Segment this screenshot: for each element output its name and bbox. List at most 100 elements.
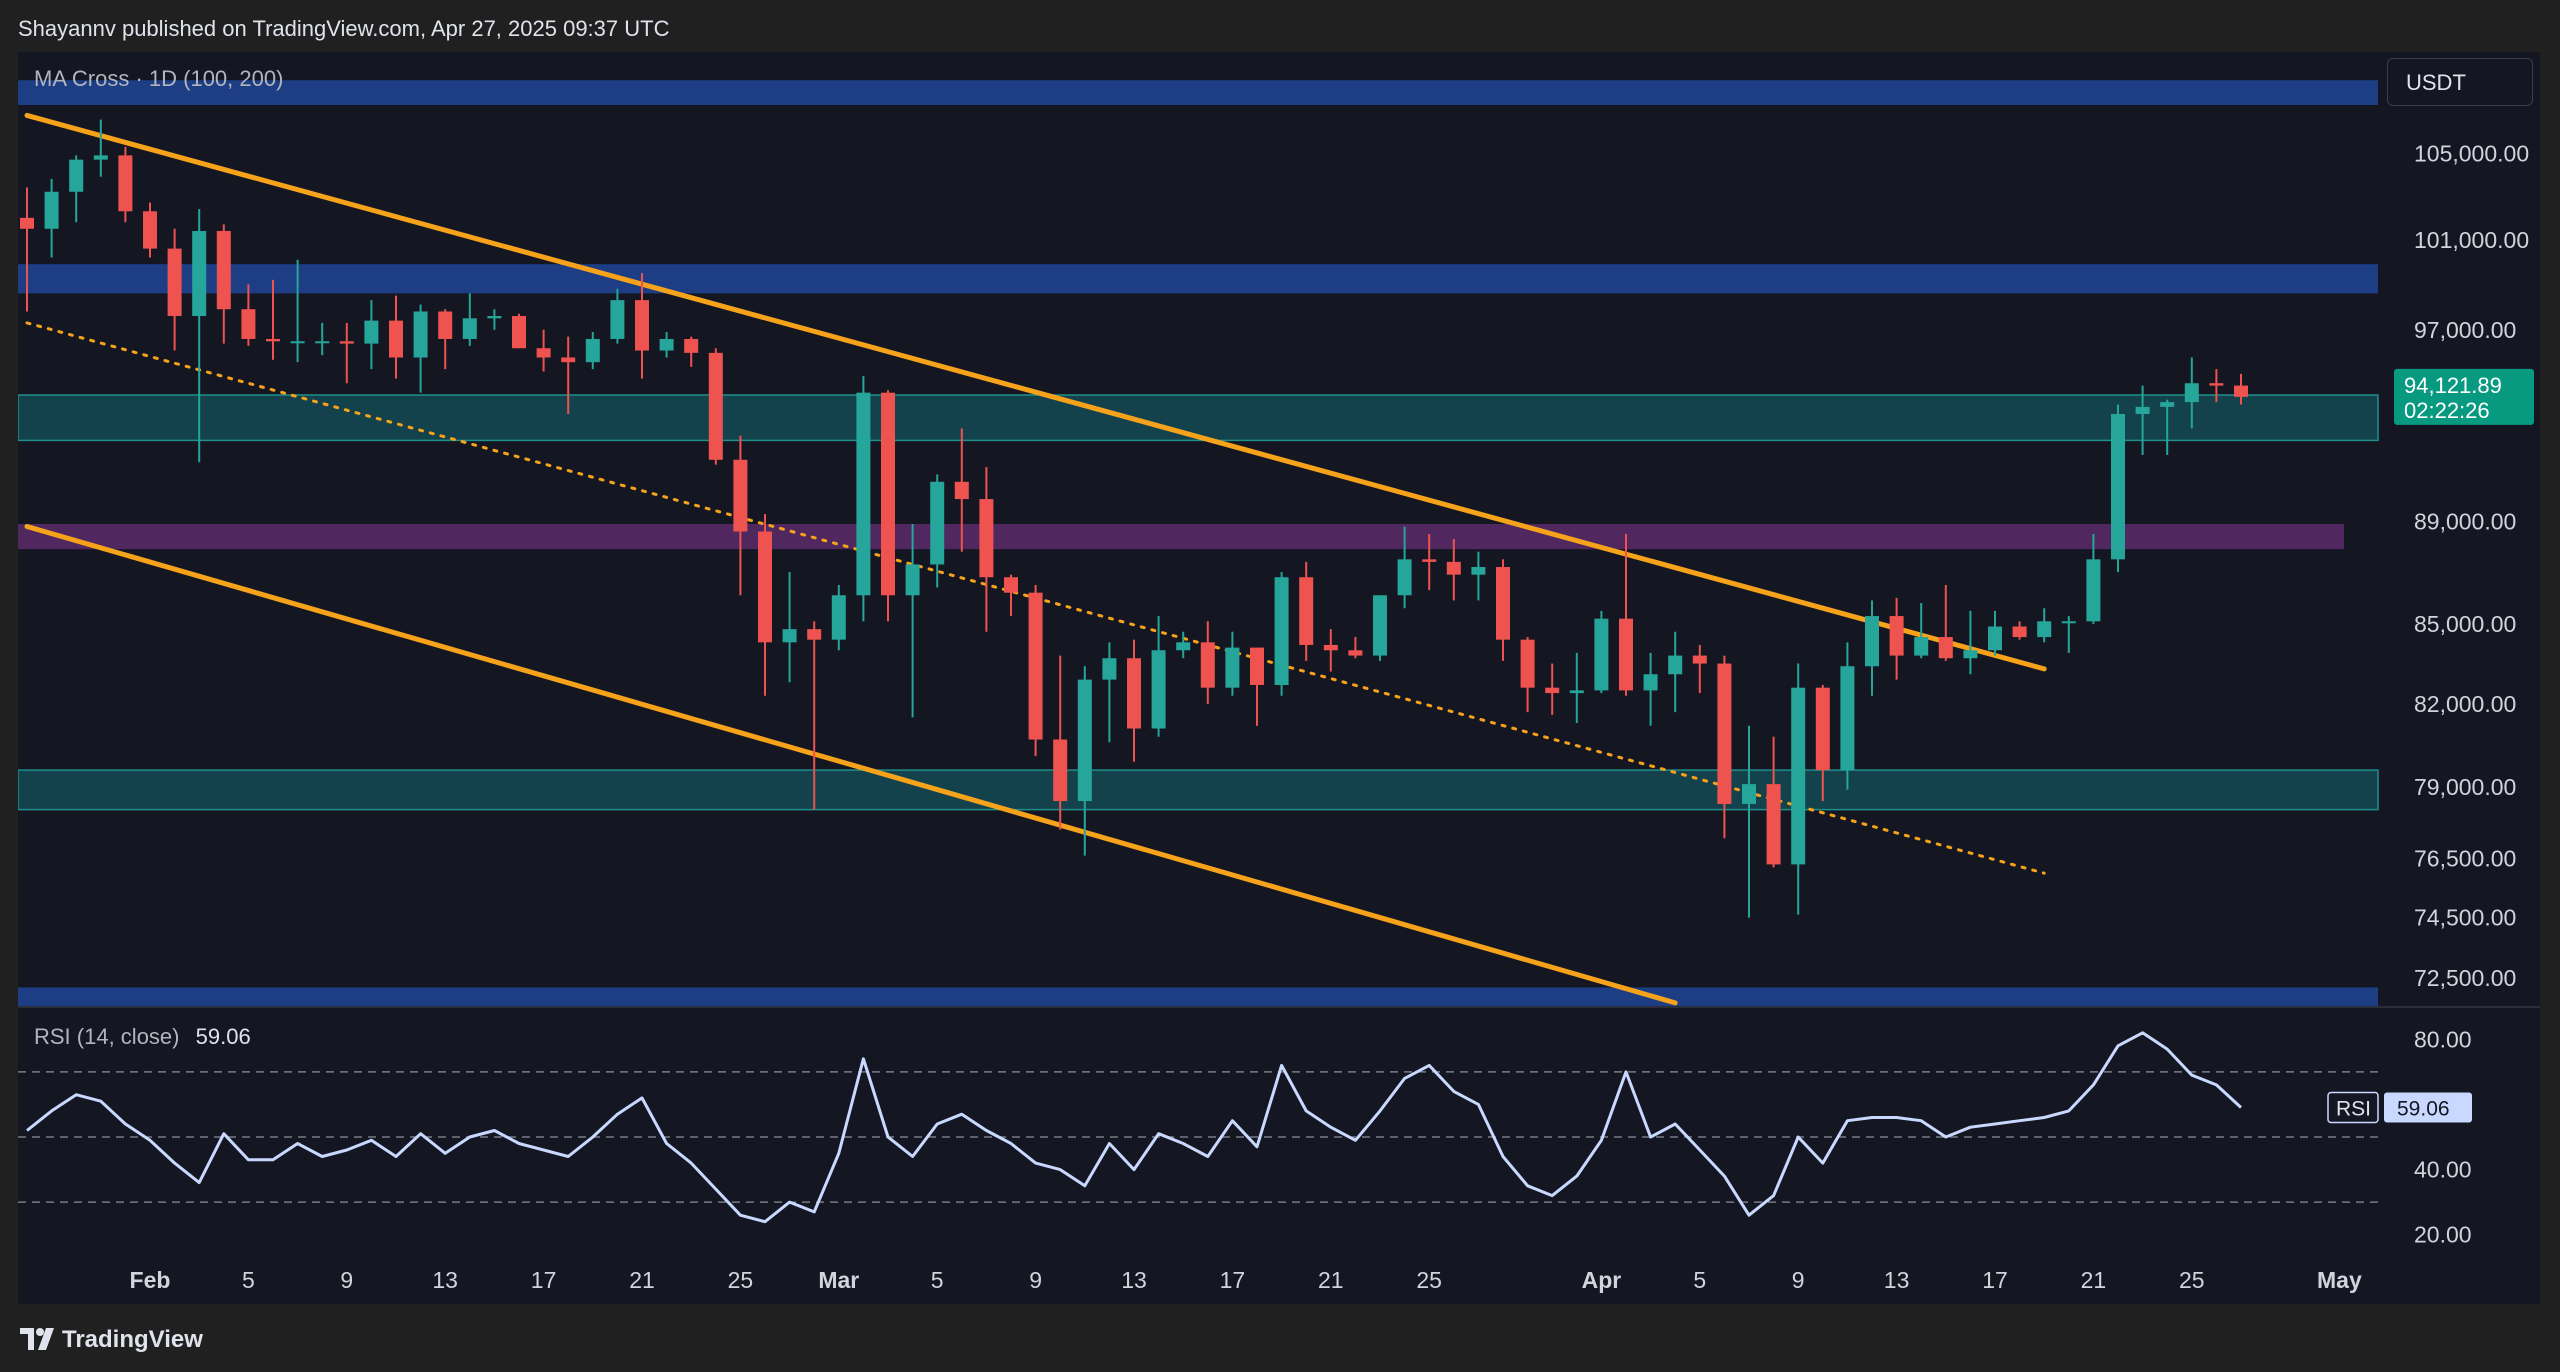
chart-canvas[interactable]: 105,000.00 101,000.00 97,000.00 89,000.00 85… bbox=[18, 52, 2540, 1304]
price-axis-label: 79,000.00 bbox=[2414, 774, 2516, 800]
candle-body bbox=[1323, 644, 1338, 651]
x-axis-label: 21 bbox=[1318, 1267, 1344, 1293]
candle-body bbox=[561, 357, 576, 363]
x-axis-label: 17 bbox=[1982, 1267, 2008, 1293]
price-axis-label: 85,000.00 bbox=[2414, 611, 2516, 637]
price-axis-label: 82,000.00 bbox=[2414, 691, 2516, 717]
attribution-bar: Shayannv published on TradingView.com, A… bbox=[0, 0, 2560, 52]
x-axis-label: 9 bbox=[340, 1267, 353, 1293]
trend-lines bbox=[24, 112, 2047, 1006]
candle-body bbox=[364, 320, 379, 344]
candles bbox=[20, 119, 2248, 918]
candle-body bbox=[1717, 663, 1732, 804]
candle-body bbox=[1963, 650, 1978, 659]
candle-body bbox=[1938, 637, 1953, 659]
candle-body bbox=[487, 316, 502, 319]
rsi-axis-label: 40.00 bbox=[2414, 1157, 2472, 1183]
price-legend: MA Cross · 1D (100, 200) bbox=[34, 66, 283, 92]
candle-body bbox=[979, 499, 994, 578]
tradingview-logo-icon[interactable] bbox=[18, 1324, 56, 1354]
candle-body bbox=[1274, 577, 1289, 686]
candle-body bbox=[1988, 626, 2002, 651]
zone-support-3 bbox=[18, 769, 2379, 811]
candle-body bbox=[1225, 647, 1240, 688]
candle-body bbox=[2037, 621, 2052, 638]
chart-frame[interactable]: 105,000.00 101,000.00 97,000.00 89,000.00 85… bbox=[18, 52, 2540, 1304]
rsi-axis-label: 80.00 bbox=[2414, 1026, 2472, 1052]
price-axis-label: 72,500.00 bbox=[2414, 965, 2516, 991]
rsi-name-badge bbox=[2327, 1091, 2379, 1124]
candle-body bbox=[1619, 618, 1633, 691]
candle-body bbox=[1348, 650, 1363, 656]
candle-body bbox=[512, 316, 526, 349]
x-axis-label: 9 bbox=[1029, 1267, 1042, 1293]
rsi-title: RSI (14, close) bbox=[34, 1024, 180, 1049]
x-axis-label: 17 bbox=[1220, 1267, 1246, 1293]
candle-body bbox=[831, 595, 846, 640]
candle-body bbox=[2135, 406, 2150, 415]
trend-line-solid-1 bbox=[24, 523, 1678, 1006]
candle-body bbox=[1028, 592, 1043, 740]
candle-body bbox=[1840, 666, 1855, 771]
candle-body bbox=[2160, 402, 2175, 407]
candle-body bbox=[192, 230, 207, 317]
candle-body bbox=[1151, 650, 1166, 729]
rsi-line bbox=[26, 1031, 2243, 1224]
attribution-text: Shayannv published on TradingView.com, A… bbox=[18, 16, 670, 41]
candle-body bbox=[1053, 739, 1068, 802]
zone-supply-4 bbox=[18, 987, 2378, 1006]
candle-body bbox=[782, 629, 797, 643]
x-axis-label: 5 bbox=[1693, 1267, 1706, 1293]
candle-body bbox=[1569, 690, 1584, 694]
candle-countdown: 02:22:26 bbox=[2404, 398, 2490, 423]
candle-body bbox=[1643, 674, 1658, 691]
candle-body bbox=[1815, 687, 1830, 771]
rsi-badge-label: RSI bbox=[2336, 1097, 2371, 1120]
candle-body bbox=[2184, 383, 2199, 403]
candle-body bbox=[930, 481, 945, 565]
candle-body bbox=[758, 531, 772, 643]
candle-body bbox=[536, 348, 551, 358]
candle-body bbox=[1692, 655, 1707, 664]
candle-body bbox=[1520, 639, 1535, 688]
candle-body bbox=[905, 564, 920, 596]
candle-body bbox=[2234, 385, 2248, 397]
candle-body bbox=[733, 459, 748, 532]
price-axis-label: 97,000.00 bbox=[2414, 317, 2516, 343]
candle-body bbox=[2012, 626, 2027, 638]
candle-body bbox=[954, 481, 969, 500]
x-axis-label: 25 bbox=[2179, 1267, 2205, 1293]
x-axis-label: 9 bbox=[1792, 1267, 1805, 1293]
candle-body bbox=[290, 341, 305, 344]
price-chart-title: MA Cross · 1D (100, 200) bbox=[34, 66, 284, 91]
candle-body bbox=[659, 338, 674, 351]
candle-body bbox=[1077, 679, 1092, 802]
x-axis-label: Mar bbox=[818, 1267, 859, 1293]
price-axis-label: 76,500.00 bbox=[2414, 846, 2516, 872]
candle-body bbox=[1176, 642, 1191, 651]
tradingview-brand[interactable]: TradingView bbox=[62, 1326, 203, 1353]
candle-body bbox=[2061, 621, 2076, 624]
footer: TradingView bbox=[0, 1306, 2560, 1372]
candle-body bbox=[635, 300, 649, 351]
candle-body bbox=[118, 155, 133, 212]
zone-supply-0 bbox=[18, 80, 2378, 106]
candle-body bbox=[1742, 784, 1756, 804]
candle-body bbox=[1865, 616, 1879, 667]
x-axis-label: 25 bbox=[728, 1267, 754, 1293]
zone-supply-1 bbox=[18, 264, 2378, 294]
candle-body bbox=[216, 230, 231, 310]
price-axis-label: 105,000.00 bbox=[2414, 140, 2529, 166]
x-axis-label: 25 bbox=[1416, 1267, 1442, 1293]
candle-body bbox=[339, 341, 354, 344]
currency-selector[interactable]: USDT bbox=[2387, 58, 2533, 106]
rsi-axis-label: 20.00 bbox=[2414, 1222, 2472, 1248]
candle-body bbox=[610, 300, 625, 339]
candle-body bbox=[1496, 566, 1510, 640]
last-price-badge bbox=[2394, 368, 2534, 425]
candle-body bbox=[881, 392, 895, 596]
trend-line-solid-0 bbox=[24, 112, 2047, 672]
price-axis-label: 89,000.00 bbox=[2414, 508, 2516, 534]
x-axis-label: 17 bbox=[531, 1267, 557, 1293]
candle-body bbox=[2086, 559, 2101, 622]
